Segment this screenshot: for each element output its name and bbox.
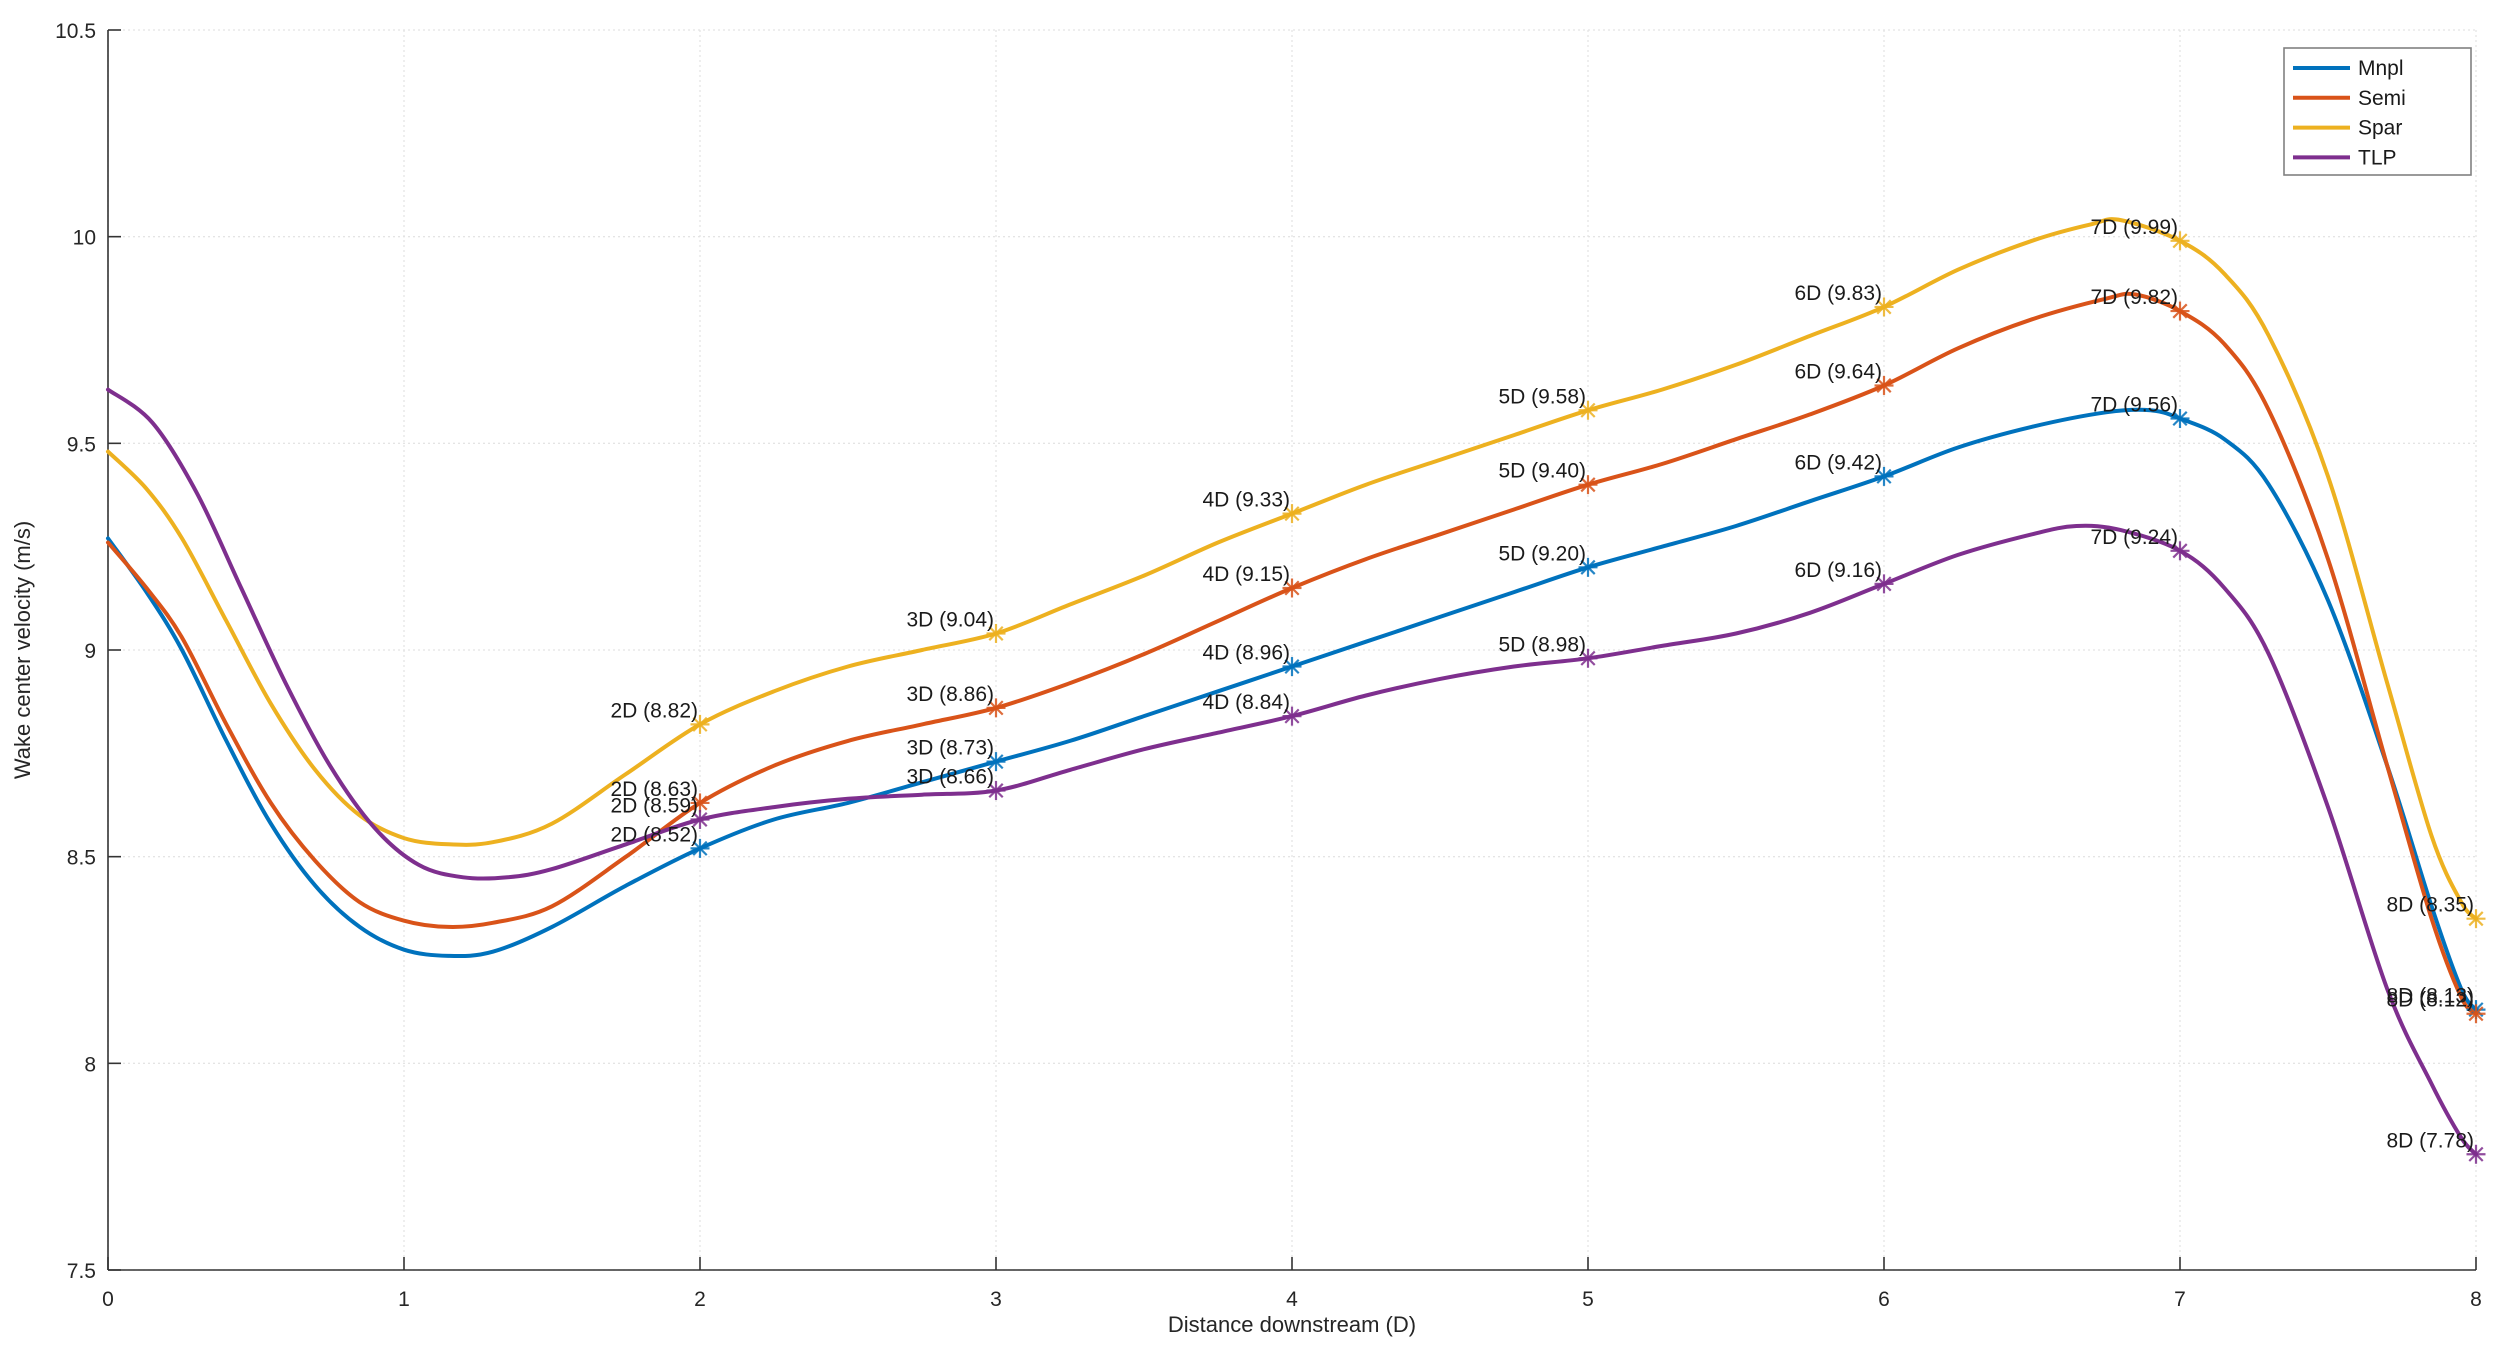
marker-asterisk-spar (1284, 506, 1300, 522)
data-label-tlp: 8D (7.78) (2386, 1129, 2474, 1152)
data-label-spar: 8D (8.35) (2386, 894, 2474, 917)
marker-asterisk-mnpl (1580, 559, 1596, 575)
marker-asterisk-semi (1876, 377, 1892, 393)
y-tick-label: 7.5 (67, 1260, 96, 1283)
data-label-semi: 6D (9.64) (1794, 360, 1882, 383)
x-tick-label: 7 (2174, 1288, 2186, 1311)
marker-asterisk-tlp (692, 811, 708, 827)
data-label-tlp: 5D (8.98) (1498, 633, 1586, 656)
y-axis-title: Wake center velocity (m/s) (10, 521, 35, 779)
series-line-mnpl (106, 407, 2478, 1012)
data-label-mnpl: 7D (9.56) (2090, 394, 2178, 417)
x-tick-label: 0 (102, 1288, 114, 1311)
marker-asterisk-tlp (2468, 1146, 2484, 1162)
marker-asterisk-mnpl (692, 840, 708, 856)
data-label-spar: 6D (9.83) (1794, 282, 1882, 305)
data-label-semi: 4D (9.15) (1202, 563, 1290, 586)
series-line-spar (106, 217, 2478, 921)
x-tick-label: 8 (2470, 1288, 2482, 1311)
y-tick-label: 9.5 (67, 433, 96, 456)
marker-asterisk-spar (2172, 233, 2188, 249)
data-label-semi: 8D (8.12) (2386, 989, 2474, 1012)
marker-asterisk-tlp (2172, 543, 2188, 559)
data-label-spar: 2D (8.82) (610, 699, 698, 722)
marker-asterisk-spar (1876, 299, 1892, 315)
data-label-spar: 3D (9.04) (906, 608, 994, 631)
y-tick-label: 8.5 (67, 847, 96, 870)
data-label-mnpl: 4D (8.96) (1202, 642, 1290, 665)
legend-label-spar: Spar (2358, 117, 2402, 140)
marker-asterisk-spar (2468, 911, 2484, 927)
marker-asterisk-spar (1580, 402, 1596, 418)
data-label-mnpl: 3D (8.73) (906, 737, 994, 760)
marker-asterisk-tlp (1284, 708, 1300, 724)
data-label-mnpl: 5D (9.20) (1498, 542, 1586, 565)
marker-asterisk-spar (988, 625, 1004, 641)
data-label-spar: 7D (9.99) (2090, 216, 2178, 239)
x-tick-label: 1 (398, 1288, 410, 1311)
marker-asterisk-semi (2468, 1006, 2484, 1022)
y-tick-label: 9 (84, 640, 96, 663)
marker-asterisk-mnpl (1876, 468, 1892, 484)
data-label-semi: 5D (9.40) (1498, 460, 1586, 483)
x-tick-label: 3 (990, 1288, 1002, 1311)
marker-asterisk-mnpl (1284, 659, 1300, 675)
marker-asterisk-semi (692, 795, 708, 811)
marker-asterisk-tlp (1580, 650, 1596, 666)
legend-label-tlp: TLP (2358, 146, 2397, 169)
marker-asterisk-tlp (1876, 576, 1892, 592)
y-tick-label: 8 (84, 1053, 96, 1076)
marker-asterisk-semi (1580, 477, 1596, 493)
y-tick-label: 10.5 (55, 20, 96, 43)
data-label-tlp: 2D (8.59) (610, 794, 698, 817)
series-line-semi (106, 291, 2478, 1016)
marker-asterisk-mnpl (2172, 411, 2188, 427)
data-label-tlp: 7D (9.24) (2090, 526, 2178, 549)
y-tick-label: 10 (73, 227, 96, 250)
series-line-tlp (106, 387, 2478, 1157)
x-tick-label: 2 (694, 1288, 706, 1311)
data-label-semi: 7D (9.82) (2090, 286, 2178, 309)
data-label-tlp: 4D (8.84) (1202, 691, 1290, 714)
x-axis-title: Distance downstream (D) (1168, 1312, 1416, 1337)
data-label-tlp: 3D (8.66) (906, 766, 994, 789)
legend-label-semi: Semi (2358, 87, 2406, 110)
data-label-spar: 5D (9.58) (1498, 385, 1586, 408)
x-tick-label: 4 (1286, 1288, 1298, 1311)
legend-label-mnpl: Mnpl (2358, 57, 2404, 80)
data-label-tlp: 6D (9.16) (1794, 559, 1882, 582)
marker-asterisk-semi (2172, 303, 2188, 319)
marker-asterisk-semi (1284, 580, 1300, 596)
data-label-mnpl: 2D (8.52) (610, 823, 698, 846)
data-label-mnpl: 6D (9.42) (1794, 451, 1882, 474)
marker-asterisk-tlp (988, 783, 1004, 799)
data-label-semi: 3D (8.86) (906, 683, 994, 706)
x-tick-label: 6 (1878, 1288, 1890, 1311)
data-label-mnpl: 8D (8.13) (2386, 985, 2474, 1008)
marker-asterisk-mnpl (988, 754, 1004, 770)
x-tick-label: 5 (1582, 1288, 1594, 1311)
data-label-semi: 2D (8.63) (610, 778, 698, 801)
marker-asterisk-semi (988, 700, 1004, 716)
marker-asterisk-spar (692, 716, 708, 732)
data-label-spar: 4D (9.33) (1202, 489, 1290, 512)
